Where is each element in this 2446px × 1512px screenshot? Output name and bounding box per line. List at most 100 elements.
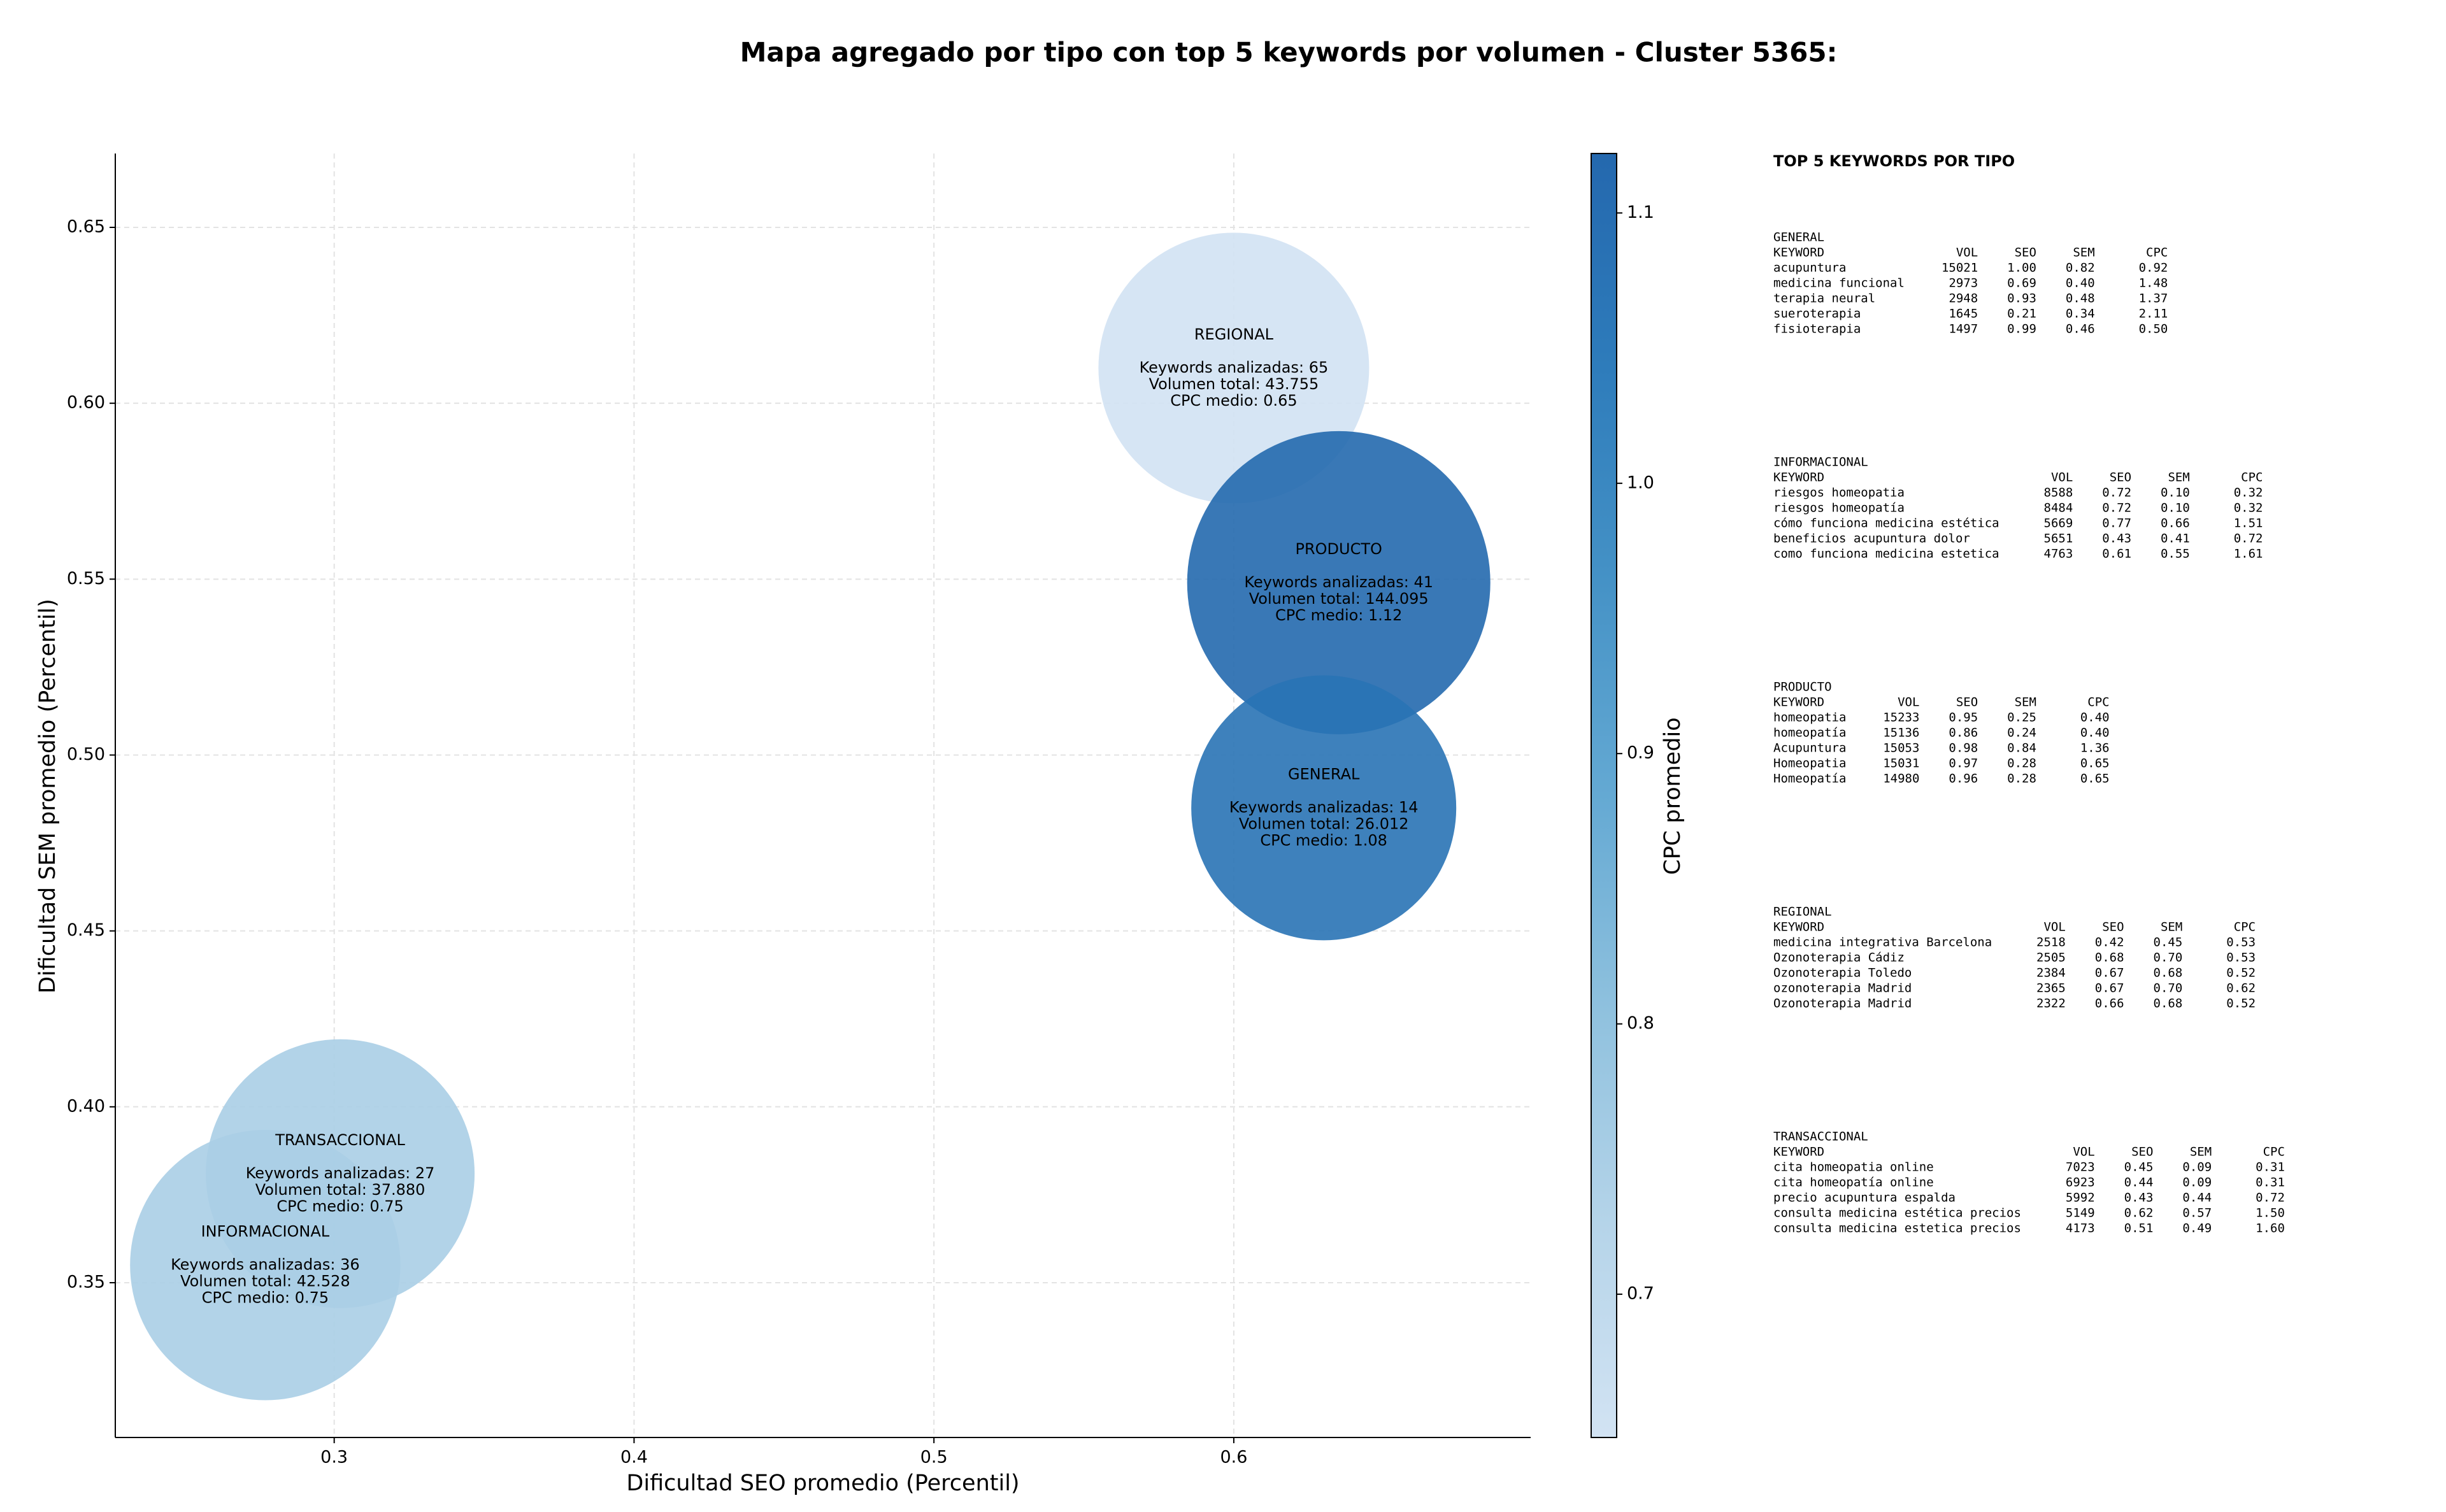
- bubbles: [130, 232, 1491, 1401]
- table-header: CPC: [2146, 246, 2168, 260]
- table-cell: 0.97: [1949, 757, 1978, 771]
- bubble-annotation: Volumen total: 43.755: [1149, 375, 1319, 393]
- table-cell: 15233: [1883, 711, 1919, 725]
- table-cell: 0.99: [2007, 322, 2036, 336]
- table-cell: 1.00: [2007, 261, 2036, 275]
- table-header: KEYWORD: [1773, 246, 1824, 260]
- table-cell: consulta medicina estética precios: [1773, 1206, 2021, 1220]
- table-cell: consulta medicina estetica precios: [1773, 1222, 2021, 1236]
- table-cell: 0.95: [1949, 711, 1978, 725]
- bubble-name: GENERAL: [1288, 765, 1360, 783]
- table-cell: 0.53: [2226, 951, 2256, 965]
- colorbar-tick-label: 0.7: [1627, 1284, 1654, 1304]
- table-cell: 0.43: [2102, 532, 2131, 546]
- table-cell: 5669: [2044, 517, 2073, 531]
- table-cell: 0.57: [2182, 1206, 2212, 1220]
- table-cell: 0.69: [2007, 276, 2036, 290]
- table-cell: 0.43: [2124, 1191, 2154, 1205]
- table-cell: acupuntura: [1773, 261, 1846, 275]
- table-cell: precio acupuntura espalda: [1773, 1191, 1956, 1205]
- table-cell: 0.67: [2095, 966, 2124, 980]
- table-header: VOL: [1898, 695, 1919, 710]
- table-cell: sueroterapia: [1773, 307, 1861, 321]
- table-cell: 5149: [2066, 1206, 2095, 1220]
- table-cell: 2973: [1949, 276, 1978, 290]
- table-cell: 2518: [2036, 936, 2066, 950]
- table-cell: Ozonoterapia Madrid: [1773, 997, 1912, 1011]
- table-cell: cita homeopatía online: [1773, 1176, 1934, 1190]
- bubble-annotation: Volumen total: 26.012: [1239, 815, 1409, 832]
- table-header: VOL: [2073, 1145, 2094, 1159]
- table-header: VOL: [2043, 920, 2065, 934]
- table-cell: 0.34: [2066, 307, 2095, 321]
- table-cell: 1.60: [2256, 1222, 2285, 1236]
- bubble: [130, 1130, 401, 1401]
- bubble-annotation: CPC medio: 0.75: [276, 1197, 404, 1215]
- bubble-annotation: Volumen total: 37.880: [255, 1181, 426, 1199]
- colorbar-tick-label: 1.0: [1627, 473, 1654, 492]
- table-cell: 0.50: [2139, 322, 2168, 336]
- table-cell: 0.41: [2161, 532, 2190, 546]
- table-header: SEO: [2110, 471, 2131, 485]
- table-cell: riesgos homeopatía: [1773, 501, 1905, 515]
- table-cell: 1.51: [2234, 517, 2263, 531]
- table-cell: 0.46: [2066, 322, 2095, 336]
- bubble-annotation: Keywords analizadas: 41: [1244, 573, 1433, 591]
- group-name: GENERAL: [1773, 231, 1824, 245]
- y-tick-label: 0.65: [67, 217, 105, 236]
- table-cell: 15136: [1883, 726, 1919, 740]
- table-cell: 1.36: [2080, 741, 2110, 755]
- table-cell: 0.93: [2007, 292, 2036, 306]
- table-cell: 0.44: [2182, 1191, 2212, 1205]
- table-cell: homeopatía: [1773, 726, 1846, 740]
- table-cell: 0.68: [2154, 997, 2183, 1011]
- bubble-annotation: Keywords analizadas: 65: [1140, 359, 1329, 376]
- table-cell: 1.48: [2139, 276, 2168, 290]
- table-cell: 0.77: [2102, 517, 2131, 531]
- table-cell: fisioterapia: [1773, 322, 1861, 336]
- bubble-annotation: Keywords analizadas: 14: [1229, 798, 1419, 816]
- table-header: CPC: [2234, 920, 2256, 934]
- table-cell: 2365: [2036, 981, 2066, 995]
- table-cell: como funciona medicina estetica: [1773, 547, 1999, 561]
- table-header: KEYWORD: [1773, 920, 1824, 934]
- table-header: SEM: [2161, 920, 2182, 934]
- bubble-name: PRODUCTO: [1296, 540, 1382, 558]
- table-cell: riesgos homeopatia: [1773, 486, 1905, 500]
- table-header: VOL: [1956, 246, 1978, 260]
- table-cell: 0.72: [2234, 532, 2263, 546]
- colorbar-tick-label: 1.1: [1627, 203, 1654, 222]
- colorbar-tick-label: 0.9: [1627, 743, 1654, 763]
- table-cell: 0.62: [2226, 981, 2256, 995]
- table-cell: 8588: [2044, 486, 2073, 500]
- table-cell: 0.66: [2161, 517, 2190, 531]
- table-header: SEO: [1956, 695, 1978, 710]
- table-cell: 0.68: [2095, 951, 2124, 965]
- table-cell: cómo funciona medicina estética: [1773, 517, 1999, 531]
- bubble-name: TRANSACCIONAL: [275, 1131, 405, 1149]
- table-cell: 0.31: [2256, 1160, 2285, 1174]
- table-cell: 0.92: [2139, 261, 2168, 275]
- bubble-annotation: Keywords analizadas: 27: [246, 1164, 435, 1182]
- table-cell: 0.53: [2226, 936, 2256, 950]
- table-cell: 0.32: [2234, 501, 2263, 515]
- group-name: REGIONAL: [1773, 905, 1832, 919]
- table-cell: 0.45: [2124, 1160, 2154, 1174]
- chart-title: Mapa agregado por tipo con top 5 keyword…: [740, 37, 1838, 68]
- y-tick-label: 0.55: [67, 569, 105, 588]
- bubble-annotation: CPC medio: 1.12: [1275, 606, 1403, 624]
- table-cell: 0.52: [2226, 966, 2256, 980]
- bubble-annotation: Volumen total: 42.528: [180, 1272, 350, 1290]
- table-cell: 0.31: [2256, 1176, 2285, 1190]
- table-cell: 0.65: [2080, 757, 2110, 771]
- x-tick-label: 0.6: [1220, 1448, 1247, 1467]
- table-cell: 0.44: [2124, 1176, 2154, 1190]
- table-header: SEM: [2015, 695, 2036, 710]
- table-cell: 2384: [2036, 966, 2066, 980]
- table-header: SEM: [2168, 471, 2189, 485]
- table-cell: 0.24: [2007, 726, 2036, 740]
- table-header: KEYWORD: [1773, 1145, 1824, 1159]
- table-cell: 15031: [1883, 757, 1919, 771]
- table-header: VOL: [2051, 471, 2073, 485]
